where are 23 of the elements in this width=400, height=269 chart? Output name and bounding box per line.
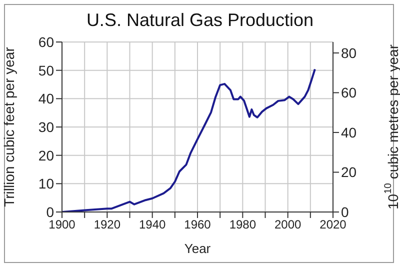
x-tick-label: 1980 (229, 218, 256, 232)
line-series (62, 68, 316, 212)
x-axis-title: Year (184, 241, 212, 256)
y-tick-label: 10 (38, 176, 54, 192)
x-tick-label: 2000 (274, 218, 302, 232)
chart-title: U.S. Natural Gas Production (85, 10, 315, 31)
y-tick-label: 40 (38, 90, 54, 107)
x-tick-label: 1900 (48, 218, 76, 232)
y2-tick-label: 60 (341, 84, 357, 101)
x-tick-label: 1960 (184, 218, 212, 232)
y-axis-title: Trillion cubic feet per year (0, 46, 17, 207)
y2-tick-label: 0 (341, 204, 349, 220)
y-tick-label: 20 (38, 147, 54, 164)
y2-tick-label: 20 (341, 164, 357, 180)
y-tick-label: 60 (38, 34, 54, 50)
y-tick-label: 0 (46, 204, 54, 220)
y2-tick-label: 40 (341, 124, 357, 140)
x-tick-label: 2020 (320, 218, 347, 232)
x-tick-label: 1920 (94, 218, 121, 232)
y-tick-label: 30 (38, 118, 54, 135)
y-tick-label: 50 (38, 62, 54, 78)
y2-tick-label: 80 (341, 44, 357, 61)
x-tick-label: 1940 (138, 218, 166, 232)
